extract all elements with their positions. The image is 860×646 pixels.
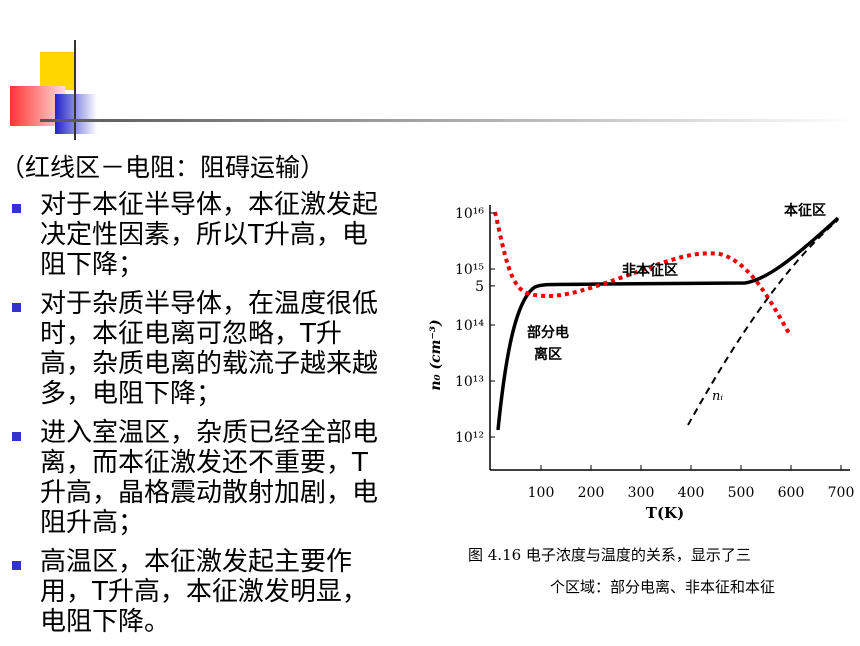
annotation: nᵢ (712, 389, 723, 404)
y-tick-label: 10¹⁶ (455, 206, 484, 222)
ni-curve (687, 219, 839, 426)
x-tick-label: 200 (578, 485, 605, 501)
resistance-curve (493, 211, 792, 336)
annotation: 非本征区 (622, 262, 678, 279)
y-tick-label: 5 (475, 279, 484, 295)
y-tick-label: 10¹⁴ (455, 318, 484, 334)
caption: 个区域：部分电离、非本征和本征 (550, 578, 775, 596)
figure: n₀ (cm⁻³) T(K) 本征区 非本征区 部分电 离区 nᵢ 图 4.16… (428, 202, 854, 596)
y-tick-label: 10¹⁵ (455, 262, 484, 278)
annotation: 本征区 (784, 202, 826, 219)
heading: （红线区－电阻：阻碍运输） (0, 153, 326, 182)
n0-curve (496, 216, 840, 431)
bullet: 对于杂质半导体，在温度很低时，本征电离可忽略，T升高，杂质电离的载流子越来越多，… (0, 289, 390, 409)
bullet: 进入室温区，杂质已经全部电离，而本征激发还不重要，T升高，晶格震动散射加剧，电阻… (0, 418, 390, 538)
x-tick-label: 700 (828, 485, 855, 501)
x-tick-label: 300 (628, 485, 655, 501)
bullet-list: 对于本征半导体，本征激发起决定性因素，所以T升高，电阻下降； 对于杂质半导体，在… (0, 190, 400, 646)
x-axis-label: T(K) (646, 504, 684, 522)
bullet: 高温区，本征激发起主要作用，T升高，本征激发明显，电阻下降。 (0, 547, 390, 637)
x-tick-label: 500 (728, 485, 755, 501)
x-tick-label: 100 (528, 485, 555, 501)
caption: 图 4.16 电子浓度与温度的关系，显示了三 (468, 546, 751, 564)
annotation: 部分电 (527, 324, 569, 341)
x-tick-label: 600 (778, 485, 805, 501)
annotation: 离区 (534, 346, 562, 363)
deco-hline (40, 119, 860, 122)
deco-yellow (40, 52, 76, 90)
y-axis-label: n₀ (cm⁻³) (428, 319, 444, 390)
y-tick-label: 10¹² (455, 430, 484, 446)
x-tick-label: 400 (678, 485, 705, 501)
bullet: 对于本征半导体，本征激发起决定性因素，所以T升高，电阻下降； (0, 190, 390, 280)
y-tick-label: 10¹³ (455, 374, 484, 390)
